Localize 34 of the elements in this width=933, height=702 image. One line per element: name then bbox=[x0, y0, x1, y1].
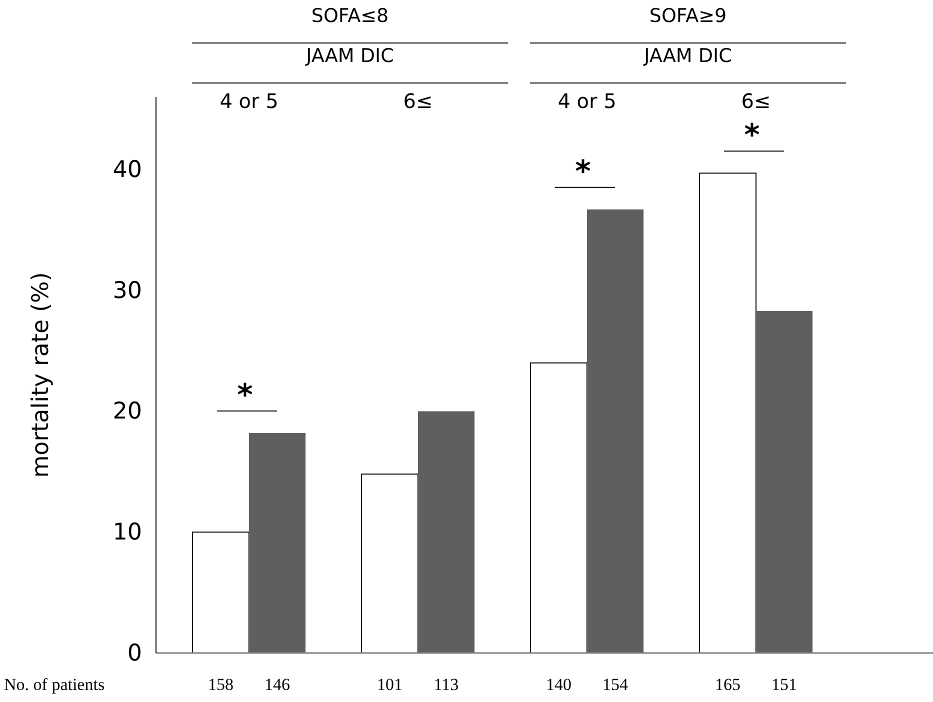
text: 113 bbox=[434, 675, 459, 694]
bar bbox=[418, 411, 475, 653]
bar bbox=[360, 474, 418, 654]
text: SOFA≥9 bbox=[649, 5, 727, 27]
text: 146 bbox=[264, 675, 290, 694]
annotation: * bbox=[744, 118, 760, 154]
x-tick-label: 4 or 5 bbox=[558, 89, 616, 113]
bar bbox=[698, 172, 756, 654]
bar bbox=[192, 532, 250, 654]
bar bbox=[756, 310, 813, 653]
bar bbox=[587, 209, 644, 653]
text: 158 bbox=[208, 675, 234, 694]
text: SOFA≤8 bbox=[311, 5, 389, 27]
text: 151 bbox=[772, 675, 798, 694]
x-tick-label: 6≤ bbox=[741, 89, 771, 113]
text: 165 bbox=[714, 675, 740, 694]
text: 101 bbox=[376, 675, 402, 694]
text: JAAM DIC bbox=[305, 45, 394, 67]
annotation: * bbox=[575, 154, 592, 190]
y-axis-title: mortality rate (%) bbox=[28, 272, 54, 478]
bar bbox=[530, 362, 588, 654]
y-tick-label: 40 bbox=[112, 156, 142, 183]
text: No. of patients bbox=[4, 675, 105, 694]
annotation: * bbox=[237, 378, 254, 414]
x-tick-label: 6≤ bbox=[403, 89, 433, 113]
x-tick-label: 4 or 5 bbox=[220, 89, 278, 113]
bar bbox=[249, 433, 306, 653]
text: 154 bbox=[602, 675, 629, 694]
text: JAAM DIC bbox=[643, 45, 732, 67]
y-tick-label: 10 bbox=[112, 519, 142, 546]
text: 140 bbox=[546, 675, 572, 694]
y-tick-label: 20 bbox=[112, 398, 142, 425]
y-tick-label: 30 bbox=[112, 278, 142, 304]
y-tick-label: 0 bbox=[127, 640, 142, 666]
